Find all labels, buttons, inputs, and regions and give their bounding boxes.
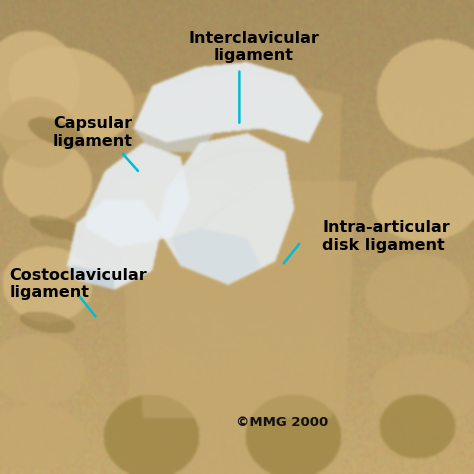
Text: Interclavicular
ligament: Interclavicular ligament: [188, 31, 319, 63]
Text: Capsular
ligament: Capsular ligament: [53, 116, 132, 148]
Text: Intra-articular
disk ligament: Intra-articular disk ligament: [322, 220, 450, 253]
Text: Costoclavicular
ligament: Costoclavicular ligament: [9, 268, 147, 300]
Text: ©MMG 2000: ©MMG 2000: [236, 416, 328, 429]
